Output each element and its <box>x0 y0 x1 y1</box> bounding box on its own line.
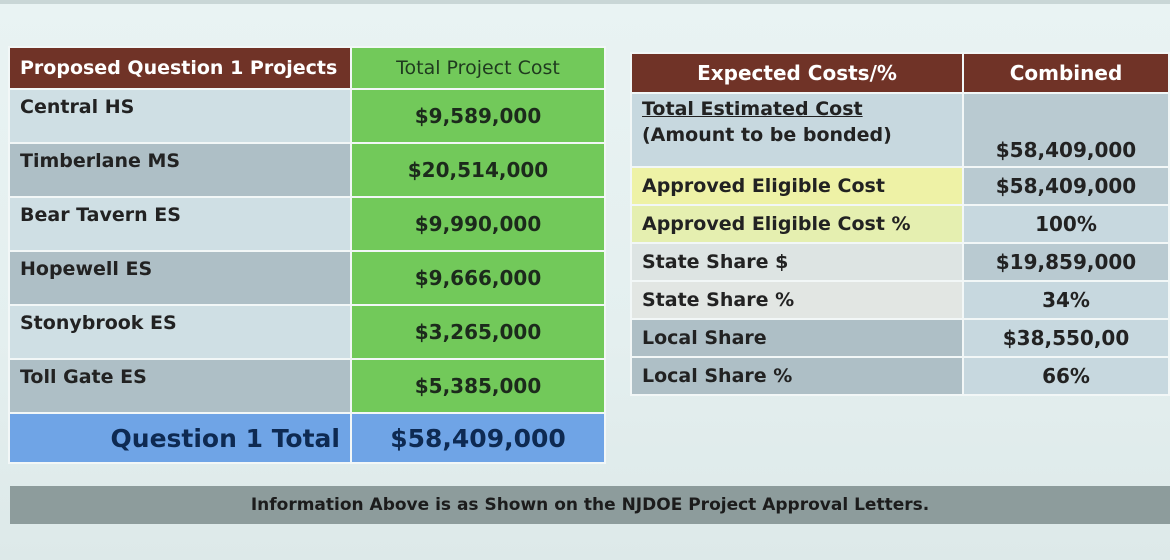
project-name: Hopewell ES <box>8 250 352 306</box>
slide-top-edge <box>0 0 1170 4</box>
project-name: Toll Gate ES <box>8 358 352 414</box>
footer-note: Information Above is as Shown on the NJD… <box>250 495 930 515</box>
header-expected-costs: Expected Costs/% <box>630 52 964 94</box>
project-cost: $20,514,000 <box>350 142 606 198</box>
table-row: Timberlane MS $20,514,000 <box>8 142 606 198</box>
project-cost: $9,666,000 <box>350 250 606 306</box>
table-row: State Share % 34% <box>630 280 1170 320</box>
table-row: Bear Tavern ES $9,990,000 <box>8 196 606 252</box>
table-row: Toll Gate ES $5,385,000 <box>8 358 606 414</box>
project-cost: $9,990,000 <box>350 196 606 252</box>
expected-costs-table: Expected Costs/% Combined Total Estimate… <box>630 52 1170 396</box>
cost-value: $58,409,000 <box>962 166 1170 206</box>
amount-bonded-label: (Amount to be bonded) <box>642 124 892 146</box>
footer-note-bar: Information Above is as Shown on the NJD… <box>10 486 1170 524</box>
expected-costs-header: Expected Costs/% Combined <box>630 52 1170 94</box>
cost-label: State Share $ <box>630 242 964 282</box>
cost-value: $19,859,000 <box>962 242 1170 282</box>
table-row: Approved Eligible Cost % 100% <box>630 204 1170 244</box>
cost-value: 34% <box>962 280 1170 320</box>
project-name: Timberlane MS <box>8 142 352 198</box>
project-name: Stonybrook ES <box>8 304 352 360</box>
cost-label: Approved Eligible Cost <box>630 166 964 206</box>
question-total-value: $58,409,000 <box>350 412 606 464</box>
cost-label: Local Share % <box>630 356 964 396</box>
table-row: Total Estimated Cost (Amount to be bonde… <box>630 92 1170 168</box>
project-name: Central HS <box>8 88 352 144</box>
table-row: State Share $ $19,859,000 <box>630 242 1170 282</box>
cost-label: State Share % <box>630 280 964 320</box>
header-combined: Combined <box>962 52 1170 94</box>
table-row: Hopewell ES $9,666,000 <box>8 250 606 306</box>
cost-value: $58,409,000 <box>962 92 1170 168</box>
projects-table: Proposed Question 1 Projects Total Proje… <box>8 46 606 464</box>
project-name: Bear Tavern ES <box>8 196 352 252</box>
total-estimated-cost-label: Total Estimated Cost <box>642 98 863 120</box>
project-cost: $9,589,000 <box>350 88 606 144</box>
table-row: Central HS $9,589,000 <box>8 88 606 144</box>
cost-label: Local Share <box>630 318 964 358</box>
question-total-row: Question 1 Total $58,409,000 <box>8 412 606 464</box>
cost-label: Total Estimated Cost (Amount to be bonde… <box>630 92 964 168</box>
table-row: Local Share % 66% <box>630 356 1170 396</box>
cost-value: 100% <box>962 204 1170 244</box>
project-cost: $3,265,000 <box>350 304 606 360</box>
header-total-cost: Total Project Cost <box>350 46 606 90</box>
cost-value: 66% <box>962 356 1170 396</box>
cost-label: Approved Eligible Cost % <box>630 204 964 244</box>
header-projects: Proposed Question 1 Projects <box>8 46 352 90</box>
table-row: Stonybrook ES $3,265,000 <box>8 304 606 360</box>
projects-table-header: Proposed Question 1 Projects Total Proje… <box>8 46 606 90</box>
cost-value: $38,550,00 <box>962 318 1170 358</box>
project-cost: $5,385,000 <box>350 358 606 414</box>
table-row: Approved Eligible Cost $58,409,000 <box>630 166 1170 206</box>
table-row: Local Share $38,550,00 <box>630 318 1170 358</box>
question-total-label: Question 1 Total <box>8 412 352 464</box>
